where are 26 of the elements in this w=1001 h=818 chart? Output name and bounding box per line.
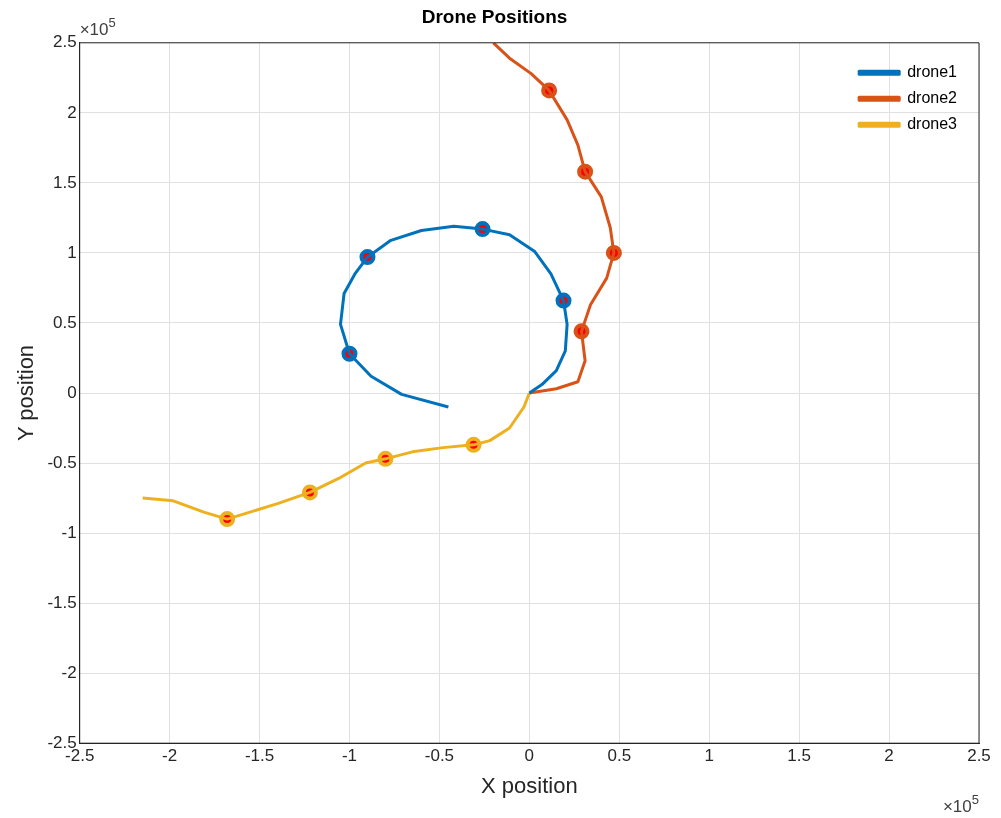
legend-label: drone2 [907, 89, 958, 107]
y-tick-label: 0 [67, 382, 77, 402]
x-tick-label: -1 [341, 746, 358, 766]
y-tick-label: -2 [61, 662, 77, 682]
chart-title: Drone Positions [421, 5, 568, 27]
y-tick-label: 2 [67, 102, 77, 122]
x-tick-label: -2 [162, 746, 178, 766]
y-tick-label: -0.5 [47, 452, 77, 472]
y-tick-label: 1.5 [53, 172, 77, 192]
x-tick-label: -1.5 [244, 746, 275, 766]
y-tick-label: -1 [61, 522, 77, 542]
x-axis-title: X position [481, 772, 578, 798]
y-tick-label: -1.5 [47, 592, 77, 612]
legend-label: drone1 [907, 63, 958, 81]
y-tick-label: 2.5 [53, 32, 77, 52]
x-tick-label: 1 [704, 746, 714, 766]
y-tick-label: 0.5 [53, 312, 77, 332]
x-tick-label: 1.5 [787, 746, 811, 766]
legend-label: drone3 [907, 115, 958, 133]
x-tick-label: 2 [884, 746, 894, 766]
y-axis-title: Y position [13, 344, 39, 442]
x-tick-label: 2.5 [967, 746, 991, 766]
x-tick-label: -0.5 [424, 746, 455, 766]
x-tick-label: 0.5 [607, 746, 632, 766]
y-tick-label: 1 [67, 242, 77, 262]
x-tick-label: 0 [524, 746, 535, 766]
